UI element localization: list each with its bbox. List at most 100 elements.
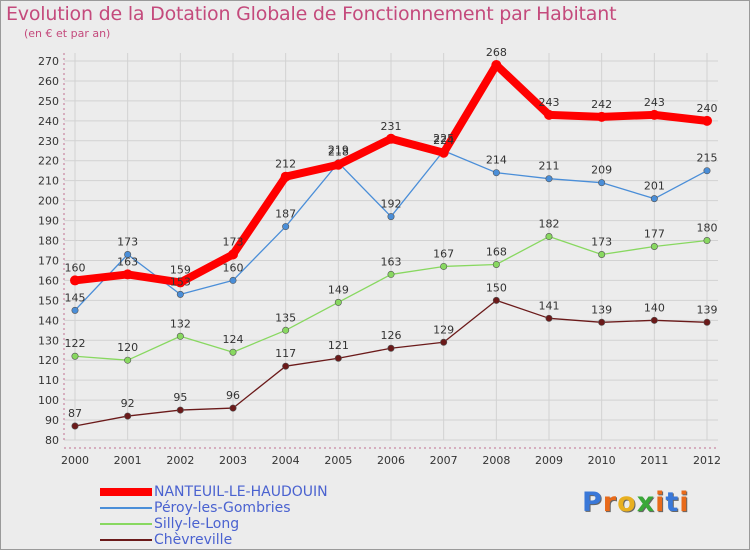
x-tick-label: 2008 <box>482 454 510 467</box>
data-label: 160 <box>223 261 244 274</box>
data-point <box>703 167 711 175</box>
y-tick-label: 200 <box>38 195 59 208</box>
data-label: 167 <box>433 247 454 260</box>
x-tick-label: 2003 <box>219 454 247 467</box>
data-label: 215 <box>697 152 718 165</box>
data-label: 243 <box>644 96 665 109</box>
data-label: 160 <box>65 261 86 274</box>
data-label: 173 <box>223 235 244 248</box>
x-tick-label: 2006 <box>377 454 405 467</box>
logo-letter: P <box>582 487 603 518</box>
data-point <box>282 362 290 370</box>
data-point <box>545 314 553 322</box>
data-point <box>387 213 395 221</box>
y-tick-label: 160 <box>38 274 59 287</box>
y-tick-label: 190 <box>38 215 59 228</box>
data-point <box>229 404 237 412</box>
data-label: 149 <box>328 283 349 296</box>
data-point <box>596 111 607 122</box>
data-label: 243 <box>539 96 560 109</box>
data-point <box>176 332 184 340</box>
legend-label: NANTEUIL-LE-HAUDOUIN <box>154 484 328 500</box>
data-label: 219 <box>328 144 349 157</box>
y-tick-label: 140 <box>38 314 59 327</box>
data-point <box>491 59 502 70</box>
data-point <box>650 243 658 251</box>
data-label: 141 <box>539 299 560 312</box>
data-label: 218 <box>328 146 349 159</box>
data-label: 240 <box>697 102 718 115</box>
data-point <box>544 109 554 120</box>
data-label: 212 <box>275 158 296 171</box>
data-point <box>70 275 80 286</box>
data-point <box>492 260 500 268</box>
data-label: 87 <box>68 407 82 420</box>
data-label: 117 <box>275 347 296 360</box>
y-tick-label: 240 <box>38 115 59 128</box>
data-label: 92 <box>121 397 135 410</box>
data-label: 180 <box>697 222 718 235</box>
data-point <box>280 171 291 182</box>
y-tick-label: 130 <box>38 334 59 347</box>
data-point <box>282 326 290 334</box>
data-point <box>176 406 184 414</box>
legend-swatch <box>100 507 152 509</box>
data-point <box>175 277 186 288</box>
data-label: 95 <box>173 391 187 404</box>
data-point <box>438 147 449 158</box>
data-point <box>334 354 342 362</box>
data-point <box>124 250 132 258</box>
data-point <box>229 276 237 284</box>
y-tick-label: 260 <box>38 75 59 88</box>
data-label: 124 <box>223 333 244 346</box>
data-point <box>650 195 658 203</box>
y-tick-label: 270 <box>38 55 59 68</box>
data-label: 135 <box>275 311 296 324</box>
data-label: 173 <box>117 235 138 248</box>
y-tick-label: 210 <box>38 175 59 188</box>
data-point <box>228 249 238 260</box>
data-label: 163 <box>381 255 402 268</box>
data-point <box>545 175 553 183</box>
data-point <box>598 318 606 326</box>
x-tick-label: 2009 <box>535 454 563 467</box>
data-label: 145 <box>65 291 86 304</box>
data-label: 121 <box>328 339 349 352</box>
y-tick-label: 230 <box>38 135 59 148</box>
data-label: 177 <box>644 228 665 241</box>
data-label: 153 <box>170 275 191 288</box>
data-label: 120 <box>117 341 138 354</box>
logo-letter: r <box>602 487 618 518</box>
data-point <box>702 115 712 126</box>
x-tick-label: 2007 <box>430 454 458 467</box>
y-tick-label: 90 <box>45 414 59 427</box>
x-tick-label: 2000 <box>61 454 89 467</box>
y-tick-label: 150 <box>38 294 59 307</box>
data-label: 214 <box>486 154 507 167</box>
legend-swatch <box>100 488 152 496</box>
x-tick-label: 2011 <box>640 454 668 467</box>
logo-letter: i <box>655 487 666 518</box>
x-tick-label: 2004 <box>272 454 300 467</box>
logo-letter: i <box>679 487 690 518</box>
data-label: 129 <box>433 323 454 336</box>
data-point <box>440 262 448 270</box>
data-point <box>229 348 237 356</box>
y-tick-label: 120 <box>38 354 59 367</box>
data-label: 168 <box>486 245 507 258</box>
x-tick-label: 2010 <box>588 454 616 467</box>
y-tick-label: 80 <box>45 434 59 447</box>
data-point <box>282 223 290 231</box>
data-point <box>703 237 711 245</box>
data-label: 139 <box>697 303 718 316</box>
data-point <box>334 298 342 306</box>
data-label: 187 <box>275 208 296 221</box>
data-label: 242 <box>591 98 612 111</box>
data-label: 268 <box>486 46 507 59</box>
data-point <box>492 169 500 177</box>
y-tick-label: 100 <box>38 394 59 407</box>
y-tick-label: 170 <box>38 254 59 267</box>
data-point <box>598 250 606 258</box>
legend-label: Chèvreville <box>154 532 233 548</box>
